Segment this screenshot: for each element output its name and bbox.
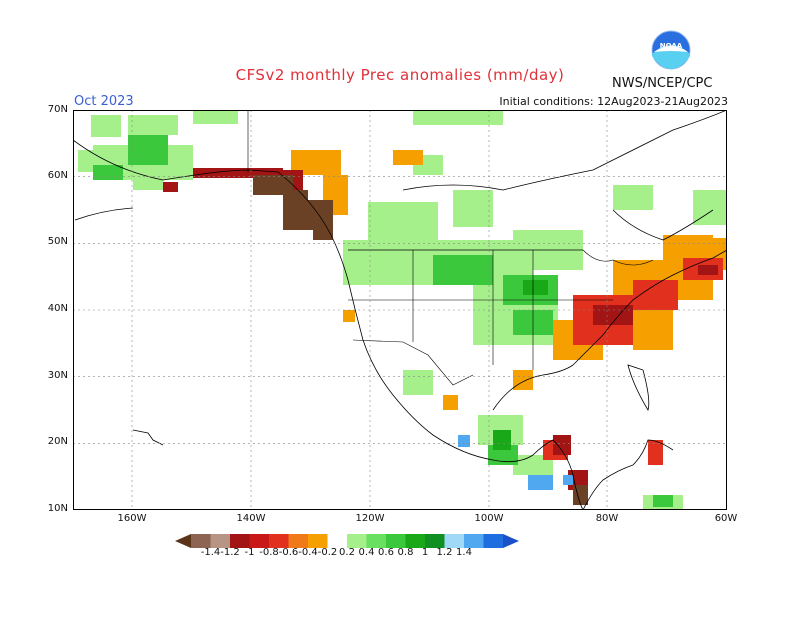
colorbar-tick-label: -1.4 bbox=[200, 547, 221, 558]
wet-anomaly-areas-dark bbox=[493, 280, 548, 450]
noaa-logo: NOAA bbox=[651, 30, 691, 70]
colorbar-cell bbox=[444, 534, 464, 548]
colorbar-tick-label: 0.6 bbox=[378, 547, 394, 558]
colorbar-under-triangle bbox=[175, 534, 191, 548]
agency-label: NWS/NCEP/CPC bbox=[612, 76, 713, 91]
lon-label: 160W bbox=[117, 513, 147, 524]
colorbar-cell bbox=[327, 534, 347, 548]
colorbar-tick-label: -0.8 bbox=[259, 547, 279, 558]
colorbar-tick-label: 0.2 bbox=[339, 547, 355, 558]
colorbar-cell bbox=[191, 534, 211, 548]
colorbar-cell bbox=[347, 534, 367, 548]
colorbar-tick-label: -0.2 bbox=[317, 547, 338, 558]
map-title: CFSv2 monthly Prec anomalies (mm/day) bbox=[235, 66, 565, 84]
lat-lon-grid bbox=[73, 110, 727, 510]
lat-label: 40N bbox=[47, 303, 68, 314]
colorbar bbox=[175, 534, 519, 548]
colorbar-tick-label: -0.4 bbox=[298, 547, 318, 558]
colorbar-cell bbox=[210, 534, 230, 548]
extreme-dry-anomaly-areas bbox=[253, 175, 588, 505]
colorbar-tick-label: 1.4 bbox=[456, 547, 472, 558]
colorbar-tick-label: 1 bbox=[421, 547, 429, 558]
lon-label: 140W bbox=[236, 513, 266, 524]
precip-anomaly-map bbox=[73, 110, 727, 510]
colorbar-tick-label: -0.6 bbox=[278, 547, 299, 558]
map-frame bbox=[73, 110, 727, 510]
wet-anomaly-areas-blue bbox=[458, 435, 573, 490]
colorbar-tick-label: -1 bbox=[244, 547, 255, 558]
colorbar-cell bbox=[249, 534, 269, 548]
colorbar-tick-label: -1.2 bbox=[220, 547, 240, 558]
lon-label: 80W bbox=[595, 513, 619, 524]
svg-text:NOAA: NOAA bbox=[660, 42, 683, 50]
colorbar-cell bbox=[464, 534, 484, 548]
colorbar-cell bbox=[269, 534, 289, 548]
forecast-period: Oct 2023 bbox=[74, 94, 134, 109]
lat-label: 60N bbox=[47, 170, 68, 181]
colorbar-cell bbox=[425, 534, 445, 548]
coastlines bbox=[73, 110, 727, 510]
lat-label: 30N bbox=[47, 370, 68, 381]
political-boundaries bbox=[247, 110, 654, 386]
colorbar-cell bbox=[230, 534, 250, 548]
lon-label: 120W bbox=[355, 513, 385, 524]
colorbar-cell bbox=[405, 534, 425, 548]
lat-label: 20N bbox=[47, 436, 68, 447]
lon-label: 100W bbox=[474, 513, 504, 524]
colorbar-over-triangle bbox=[503, 534, 519, 548]
lat-label: 10N bbox=[47, 503, 68, 514]
colorbar-cell bbox=[366, 534, 386, 548]
lat-label: 70N bbox=[47, 104, 68, 115]
colorbar-cell bbox=[483, 534, 503, 548]
strong-positive-anomaly-areas bbox=[93, 135, 673, 507]
colorbar-tick-label: 0.4 bbox=[358, 547, 375, 558]
lon-label: 60W bbox=[714, 513, 738, 524]
colorbar-cell bbox=[308, 534, 328, 548]
colorbar-cell bbox=[386, 534, 406, 548]
initial-conditions: Initial conditions: 12Aug2023-21Aug2023 bbox=[499, 95, 728, 108]
colorbar-tick-label: 1.2 bbox=[436, 547, 453, 558]
colorbar-cell bbox=[288, 534, 308, 548]
colorbar-tick-label: 0.8 bbox=[397, 547, 414, 558]
lat-label: 50N bbox=[47, 236, 68, 247]
